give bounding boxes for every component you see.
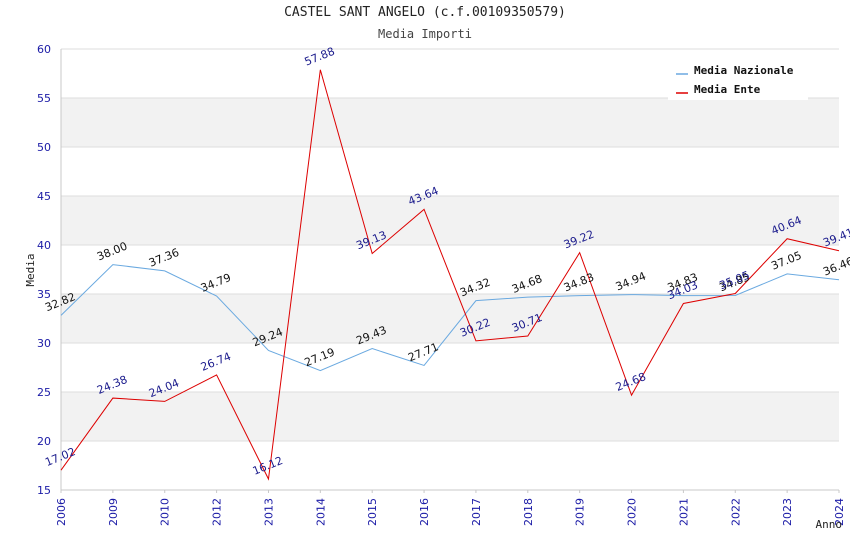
x-tick-label: 2024 <box>833 498 846 526</box>
x-tick-label: 2023 <box>781 498 794 526</box>
grid-band <box>61 392 839 441</box>
y-tick-label: 45 <box>37 190 51 203</box>
x-tick-label: 2006 <box>55 498 68 526</box>
legend-label: Media Nazionale <box>694 64 794 77</box>
y-tick-label: 20 <box>37 435 51 448</box>
y-tick-label: 55 <box>37 92 51 105</box>
x-tick-label: 2017 <box>470 498 483 526</box>
y-tick-label: 40 <box>37 239 51 252</box>
x-tick-label: 2022 <box>729 498 742 526</box>
grid-band <box>61 441 839 490</box>
x-tick-label: 2019 <box>574 498 587 526</box>
series-line-media-nazionale <box>60 264 840 372</box>
grid-band <box>61 98 839 147</box>
x-tick-label: 2018 <box>522 498 535 526</box>
y-tick-label: 30 <box>37 337 51 350</box>
series-line-media-ente <box>60 69 840 481</box>
x-tick-label: 2014 <box>314 498 327 526</box>
chart-subtitle: Media Importi <box>378 27 472 41</box>
grid-band <box>61 245 839 294</box>
x-tick-label: 2020 <box>626 498 639 526</box>
grid-band <box>61 196 839 245</box>
y-tick-label: 60 <box>37 43 51 56</box>
y-axis-label: Media <box>24 253 37 286</box>
x-tick-label: 2021 <box>677 498 690 526</box>
y-tick-label: 15 <box>37 484 51 497</box>
x-tick-label: 2010 <box>159 498 172 526</box>
y-tick-label: 50 <box>37 141 51 154</box>
x-tick-label: 2015 <box>366 498 379 526</box>
y-tick-label: 35 <box>37 288 51 301</box>
x-tick-label: 2016 <box>418 498 431 526</box>
grid-band <box>61 294 839 343</box>
x-tick-label: 2013 <box>262 498 275 526</box>
x-tick-label: 2009 <box>107 498 120 526</box>
x-axis-label: Anno <box>816 518 843 531</box>
legend-label: Media Ente <box>694 83 761 96</box>
grid-band <box>61 147 839 196</box>
chart-title: CASTEL SANT ANGELO (c.f.00109350579) <box>284 5 566 20</box>
y-tick-label: 25 <box>37 386 51 399</box>
legend-box <box>668 58 808 100</box>
grid-band <box>61 343 839 392</box>
x-tick-label: 2012 <box>211 498 224 526</box>
